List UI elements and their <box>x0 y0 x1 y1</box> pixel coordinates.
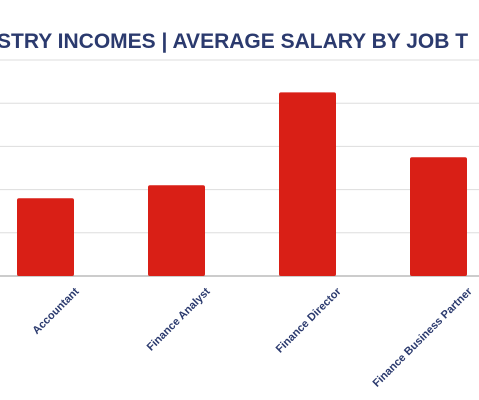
x-tick-label: Finance Director <box>274 285 344 355</box>
bar <box>17 198 74 276</box>
x-tick-label: Accountant <box>30 285 82 337</box>
chart-title: STRY INCOMES | AVERAGE SALARY BY JOB T <box>0 30 468 53</box>
bar <box>148 185 205 276</box>
bar <box>410 157 467 276</box>
x-tick-label: Finance Analyst <box>145 285 213 353</box>
x-tick-label: Finance Business Partner <box>371 285 476 390</box>
bar <box>279 92 336 277</box>
